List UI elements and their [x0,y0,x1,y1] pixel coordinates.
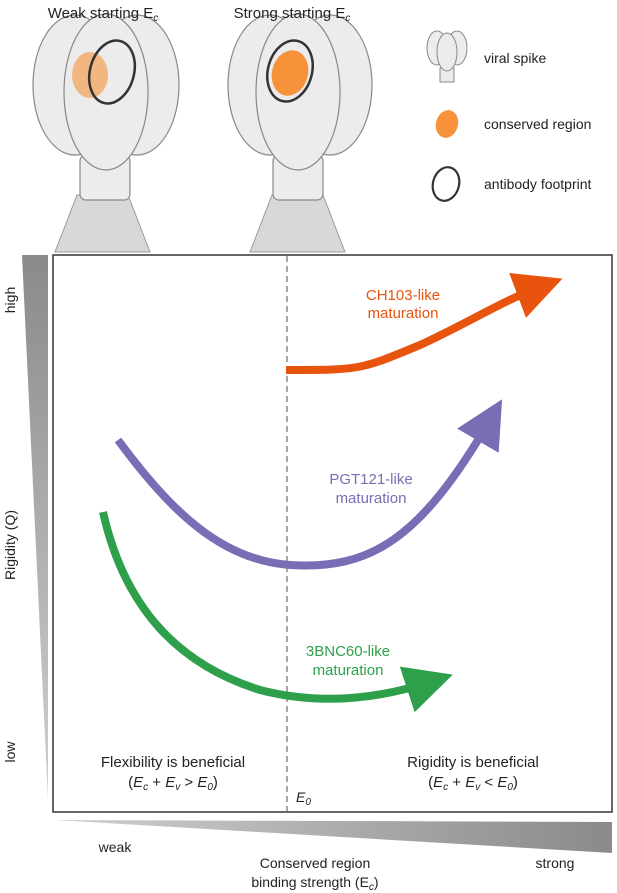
strong-conserved-region [271,50,309,96]
bnc60-label-line2: maturation [313,662,384,679]
binding-strength-axis-wedge [55,820,612,853]
legend: viral spike conserved region antibody fo… [426,30,592,202]
pgt121-label-line1: PGT121-like [329,471,412,488]
y-axis-title: Rigidity (Q) [2,510,18,580]
e0-threshold-label: E0 [296,789,311,808]
pgt121-maturation-curve [114,399,503,570]
x-axis-weak-label: weak [98,839,133,855]
strong-antibody-footprint [266,39,314,103]
x-axis-strong-label: strong [536,855,575,871]
weak-antibody-footprint [87,39,137,105]
ch103-label-line2: maturation [368,305,439,322]
conserved-region-icon [435,110,459,138]
weak-spike-title: Weak starting Ec [48,5,159,24]
y-axis-low-label: low [2,741,18,763]
y-axis-high-label: high [2,287,18,313]
legend-viral-spike-label: viral spike [484,50,546,66]
legend-conserved-region-label: conserved region [484,116,591,132]
legend-antibody-footprint-label: antibody footprint [484,176,592,192]
pgt121-label-line2: maturation [336,490,407,507]
strong-spike-title: Strong starting Ec [234,5,351,24]
viral-spike-icon [426,30,468,83]
flexibility-formula: (Ec + Ev > E0) [128,774,218,793]
x-axis-title-line2: binding strength (Ec) [251,874,378,893]
plot-frame [52,254,613,813]
rigidity-beneficial-label: Rigidity is beneficial [407,754,539,771]
bnc60-maturation-curve [99,511,453,713]
rigidity-formula: (Ec + Ev < E0) [428,774,518,793]
weak-spike-illustration [32,13,180,253]
rigidity-axis-wedge [22,255,48,800]
flexibility-beneficial-label: Flexibility is beneficial [101,754,245,771]
strong-spike-illustration [227,13,373,253]
antibody-footprint-icon [431,166,461,202]
x-axis-title-line1: Conserved region [260,855,371,871]
ch103-maturation-curve [285,272,563,374]
ch103-label-line1: CH103-like [366,287,440,304]
bnc60-label-line1: 3BNC60-like [306,643,390,660]
